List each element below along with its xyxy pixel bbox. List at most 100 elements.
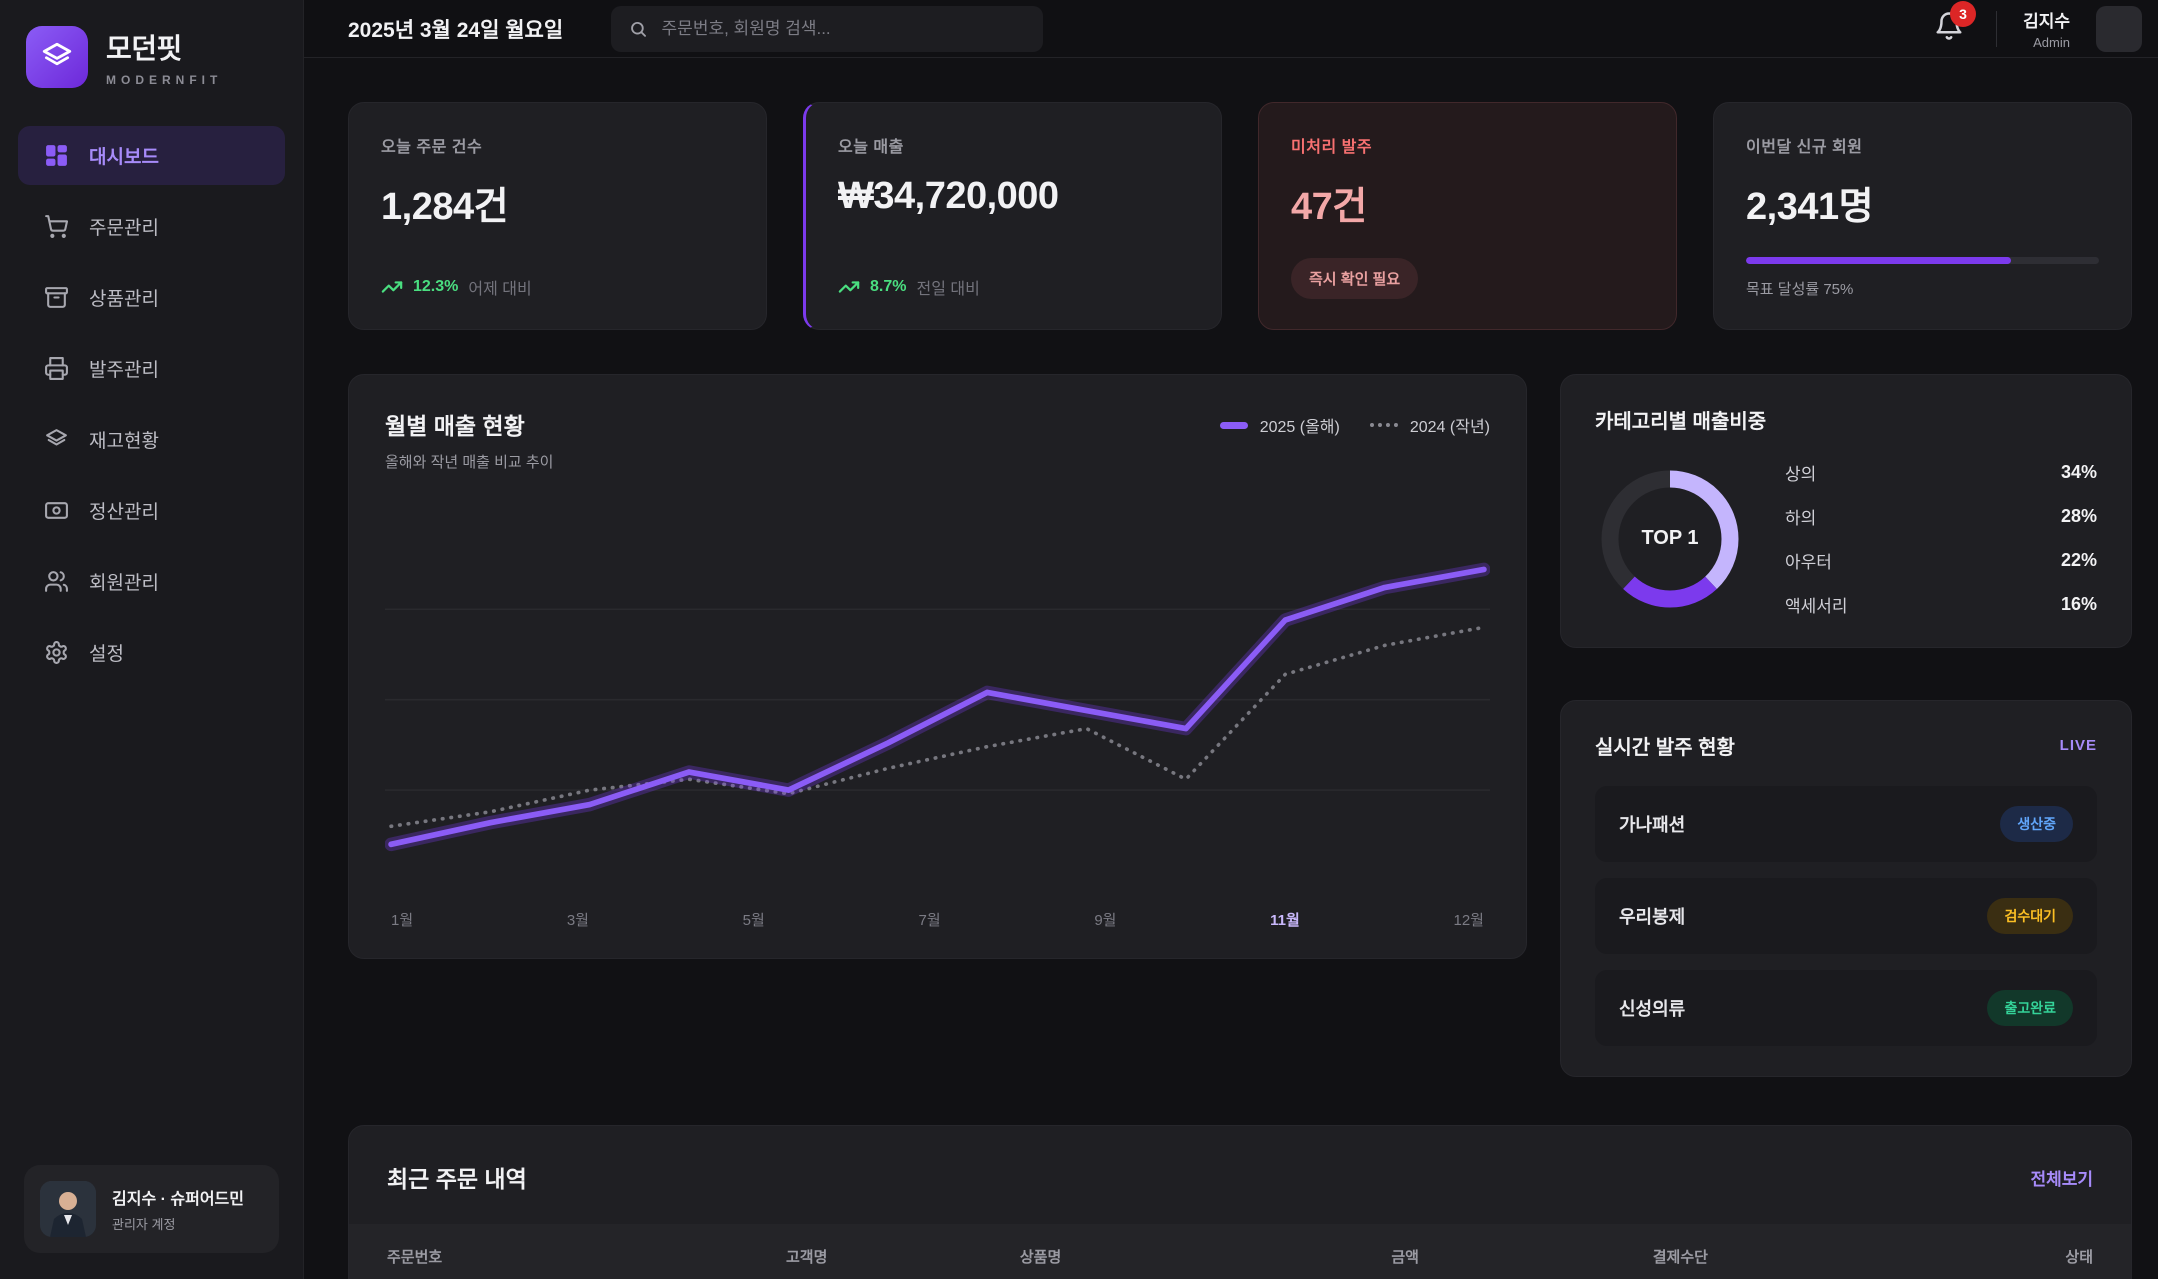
line-chart [385,498,1490,893]
sidebar-user-name: 김지수 · 슈퍼어드민 [112,1191,244,1208]
sidebar-item-members[interactable]: 회원관리 [18,552,285,611]
live-list: 가나패션 생산중 우리봉제 검수대기 신성의류 출고완료 [1595,786,2097,1046]
gear-icon [46,641,67,664]
users-icon [45,571,68,592]
trending-up-icon [838,281,860,293]
x-label: 9월 [1094,912,1117,929]
dashboard-content: 오늘 주문 건수 1,284건 12.3% 어제 대비 오늘 매출 ₩34,72… [304,58,2158,1279]
category-donut-chart: TOP 1 [1595,464,1745,614]
sidebar-item-purchase[interactable]: 발주관리 [18,339,285,398]
sidebar-user-role: 관리자 계정 [112,1217,176,1232]
chart-title: 월별 매출 현황 [385,413,525,439]
trending-up-icon [381,281,403,293]
status-badge: 출고완료 [1987,990,2073,1026]
status-badge: 생산중 [2000,806,2073,842]
legend-swatch-dotted [1369,423,1398,427]
live-row-woori[interactable]: 우리봉제 검수대기 [1595,878,2097,954]
stat-card-pending-purchase: 미처리 발주 47건 즉시 확인 필요 [1258,102,1677,330]
sidebar-item-label: 주문관리 [89,218,159,239]
chart-legend: 2025 (올해) 2024 (작년) [1219,413,1490,437]
live-purchase-panel: 실시간 발주 현황 LIVE 가나패션 생산중 우리봉제 검수대기 [1560,700,2132,1077]
legend-swatch-solid [1219,421,1248,429]
sidebar-item-products[interactable]: 상품관리 [18,268,285,327]
x-label: 12월 [1453,912,1484,929]
search-icon [631,21,647,37]
sidebar-item-label: 회원관리 [89,573,159,594]
topbar-user-name: 김지수 [2023,12,2070,31]
stat-label: 오늘 매출 [838,139,904,156]
col-customer: 고객명 [785,1249,828,1266]
x-label: 1월 [391,912,414,929]
brand: 모던핏 MODERNFIT [0,0,303,118]
brand-subtitle: MODERNFIT [106,73,223,87]
sidebar: 모던핏 MODERNFIT 대시보드 주문관리 상품관리 발주관리 재고현황 정… [0,0,304,1279]
category-list: 상의 34% 하의 28% 아우터 22% [1785,460,2097,617]
category-row: 하의 28% [1785,504,2097,529]
sidebar-item-label: 설정 [89,644,124,665]
layers-icon [46,429,67,446]
col-status: 상태 [2065,1249,2093,1266]
topbar-avatar[interactable] [2096,5,2142,52]
status-badge: 검수대기 [1987,898,2073,934]
category-percent: 16% [2060,594,2097,614]
main-area: 2025년 3월 24일 월요일 3 김지수 Admin 오늘 주문 건수 1,… [304,0,2158,1279]
category-name: 액세서리 [1785,597,1848,616]
search-input[interactable] [661,18,1026,39]
category-row: 액세서리 16% [1785,592,2097,617]
donut-center-label: TOP 1 [1641,527,1699,549]
trend-note: 전일 대비 [916,281,980,298]
legend-2024[interactable]: 2024 (작년) [1369,413,1490,437]
brand-logo-icon [26,26,88,88]
stat-value: 1,284건 [381,186,509,228]
trend-note: 어제 대비 [468,281,532,298]
live-row-gana[interactable]: 가나패션 생산중 [1595,786,2097,862]
notification-count-badge: 3 [1950,1,1977,27]
sidebar-item-label: 정산관리 [89,502,159,523]
sidebar-item-label: 재고현황 [89,431,159,452]
notifications-button[interactable]: 3 [1928,1,1977,52]
topbar-user-info: 김지수 Admin [2023,7,2070,50]
col-order-id: 주문번호 [387,1249,443,1266]
category-row: 상의 34% [1785,460,2097,485]
category-percent: 34% [2060,462,2097,482]
view-all-link[interactable]: 전체보기 [2030,1169,2093,1189]
category-percent: 28% [2060,506,2097,526]
monthly-sales-chart-card: 월별 매출 현황 올해와 작년 매출 비교 추이 2025 (올해) 2024 … [348,374,1527,959]
sidebar-user-card[interactable]: 김지수 · 슈퍼어드민 관리자 계정 [24,1165,279,1253]
legend-label: 2025 (올해) [1259,419,1340,436]
sidebar-item-dashboard[interactable]: 대시보드 [18,126,285,185]
col-amount: 금액 [1391,1249,1419,1266]
sidebar-item-orders[interactable]: 주문관리 [18,197,285,256]
printer-icon [45,357,68,380]
sidebar-item-settlement[interactable]: 정산관리 [18,481,285,540]
stat-card-today-orders: 오늘 주문 건수 1,284건 12.3% 어제 대비 [348,102,767,330]
category-name: 하의 [1785,509,1817,528]
category-name: 상의 [1785,465,1817,484]
x-label: 5월 [742,912,765,929]
stat-label: 미처리 발주 [1291,139,1373,156]
vendor-name: 가나패션 [1619,815,1686,835]
archive-box-icon [45,287,68,308]
stat-value: 2,341명 [1746,186,1874,228]
sidebar-item-inventory[interactable]: 재고현황 [18,410,285,469]
panel-title: 실시간 발주 현황 [1595,737,1735,759]
dashboard-icon [46,145,67,166]
x-label-highlighted: 11월 [1270,912,1300,929]
category-percent: 22% [2060,550,2097,570]
stat-label: 오늘 주문 건수 [381,139,483,156]
stat-value: ₩34,720,000 [838,175,1059,217]
sidebar-nav: 대시보드 주문관리 상품관리 발주관리 재고현황 정산관리 회원관리 설정 [0,118,303,690]
trend-percent: 12.3% [413,278,459,295]
admin-avatar-image [40,1181,96,1237]
urgent-check-badge: 즉시 확인 필요 [1291,258,1419,299]
stat-label: 이번달 신규 회원 [1746,139,1863,156]
legend-2025[interactable]: 2025 (올해) [1219,413,1340,437]
stat-cards: 오늘 주문 건수 1,284건 12.3% 어제 대비 오늘 매출 ₩34,72… [348,102,2132,330]
live-badge: LIVE [2059,737,2097,754]
sidebar-item-settings[interactable]: 설정 [18,623,285,682]
member-progress-track [1746,257,2099,264]
search-box [611,5,1044,52]
topbar: 2025년 3월 24일 월요일 3 김지수 Admin [304,0,2158,58]
live-row-shinsung[interactable]: 신성의류 출고완료 [1595,970,2097,1046]
sidebar-item-label: 발주관리 [89,360,159,381]
